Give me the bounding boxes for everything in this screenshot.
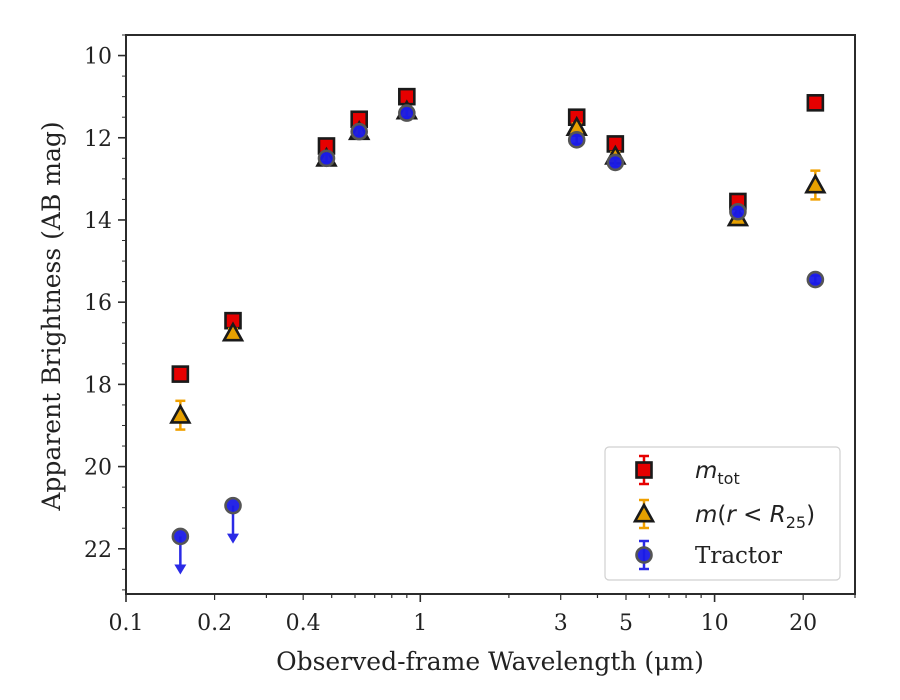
series-mtot	[171, 87, 825, 383]
legend-label-mtot: mtot	[695, 458, 740, 488]
series-tractor	[171, 104, 825, 575]
legend-marker-mtot	[635, 454, 653, 486]
data-point-circle	[171, 527, 190, 546]
x-tick-label: 5	[619, 611, 633, 636]
series-mr25	[169, 99, 827, 431]
legend-marker-tractor	[635, 539, 653, 571]
legend-label-tractor: Tractor	[695, 543, 782, 569]
data-point-circle	[398, 104, 416, 122]
data-point-triangle	[804, 173, 827, 194]
x-tick-label: 0.2	[197, 611, 232, 636]
data-point-circle	[806, 270, 825, 289]
x-axis-label: Observed-frame Wavelength (μm)	[276, 647, 704, 676]
x-tick-label: 20	[789, 611, 817, 636]
y-tick-label: 10	[84, 45, 112, 70]
x-tick-label: 3	[554, 611, 568, 636]
legend-markers	[632, 454, 656, 571]
data-point-circle	[606, 153, 625, 172]
data-point-triangle	[169, 403, 192, 424]
data-point-circle	[567, 131, 586, 149]
legend: mtot m(r < R25) Tractor	[604, 446, 841, 581]
y-tick-label: 22	[84, 538, 112, 563]
y-tick-label: 14	[84, 209, 112, 234]
axes-frame	[125, 34, 856, 595]
x-tick-label: 0.1	[109, 611, 144, 636]
y-axis-label: Apparent Brightness (AB mag)	[37, 121, 66, 511]
y-tick-label: 16	[84, 291, 112, 316]
y-tick-label: 20	[84, 456, 112, 481]
legend-box	[604, 446, 841, 581]
x-axis-ticks: 0.1 0.2 0.4 1 3 5 10 20	[109, 594, 856, 636]
data-point-circle	[729, 202, 747, 221]
data-point-square	[806, 94, 825, 112]
data-point-circle	[224, 496, 242, 515]
y-tick-label: 18	[84, 373, 112, 398]
legend-marker-mr25	[632, 498, 656, 530]
data-point-circle	[317, 149, 336, 168]
legend-label-mr25: m(r < R25)	[695, 502, 815, 532]
y-axis-ticks: 10 12 14 16 18 20 22	[84, 34, 126, 591]
y-tick-label: 12	[84, 127, 112, 152]
data-point-circle	[350, 122, 368, 141]
x-tick-label: 1	[413, 611, 427, 636]
data-point-square	[171, 365, 190, 383]
x-tick-label: 0.4	[286, 611, 321, 636]
x-tick-label: 10	[701, 611, 729, 636]
data-point-triangle	[221, 321, 245, 342]
data-marks	[169, 87, 827, 575]
